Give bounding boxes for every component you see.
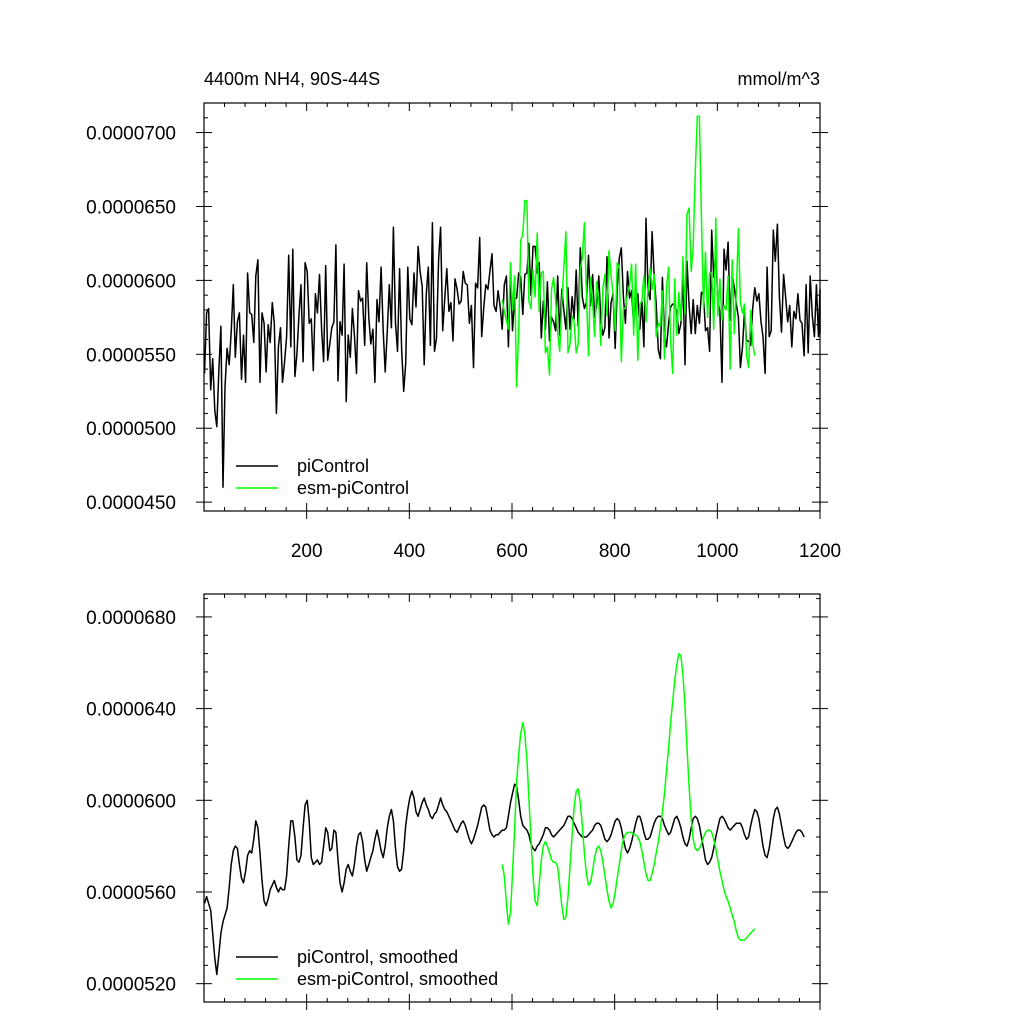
panel-top: 4400m NH4, 90S-44S mmol/m^3 200 400 600 800… (86, 69, 841, 562)
legend-label: piControl, smoothed (297, 947, 458, 967)
x-tick-label: 400 (393, 541, 425, 562)
series-layer (203, 115, 821, 489)
y-tick-label: 0.0000640 (86, 700, 176, 721)
legend-label: esm-piControl (297, 478, 409, 498)
x-tick-label: 200 (291, 541, 323, 562)
y-tick-label: 0.0000520 (86, 975, 176, 996)
series-line-esm-picontrol (501, 115, 756, 388)
legend-label: esm-piControl, smoothed (297, 969, 498, 989)
x-tick-label: 1000 (696, 541, 738, 562)
tick-layer: 200 400 600 800 1000 1200 0.0000700 0.0000650 0.… (86, 102, 841, 562)
tick-layer: 0.0000680 0.0000640 0.0000600 0.0000560 0.00… (86, 594, 828, 1010)
x-tick-label: 1200 (799, 541, 841, 562)
plot-frame (203, 593, 821, 1003)
y-tick-label: 0.0000600 (86, 791, 176, 812)
y-tick-label: 0.0000700 (86, 124, 176, 145)
units-label: mmol/m^3 (738, 69, 820, 89)
series-line-picontrol (203, 217, 821, 489)
series-line-picontrol (203, 783, 805, 976)
y-tick-label: 0.0000600 (86, 271, 176, 292)
y-tick-label: 0.0000680 (86, 608, 176, 629)
plot-frame (203, 102, 821, 512)
y-tick-label: 0.0000500 (86, 419, 176, 440)
panel-bottom: 0.0000680 0.0000640 0.0000600 0.0000560 0.00… (86, 593, 828, 1010)
series-line-esm-picontrol (501, 652, 756, 941)
chart-title: 4400m NH4, 90S-44S (204, 69, 380, 89)
y-tick-label: 0.0000450 (86, 493, 176, 514)
y-tick-label: 0.0000560 (86, 883, 176, 904)
y-tick-label: 0.0000650 (86, 197, 176, 218)
x-tick-label: 600 (496, 541, 528, 562)
series-layer (203, 652, 805, 976)
x-tick-label: 800 (599, 541, 631, 562)
y-tick-label: 0.0000550 (86, 345, 176, 366)
legend-label: piControl (297, 456, 369, 476)
